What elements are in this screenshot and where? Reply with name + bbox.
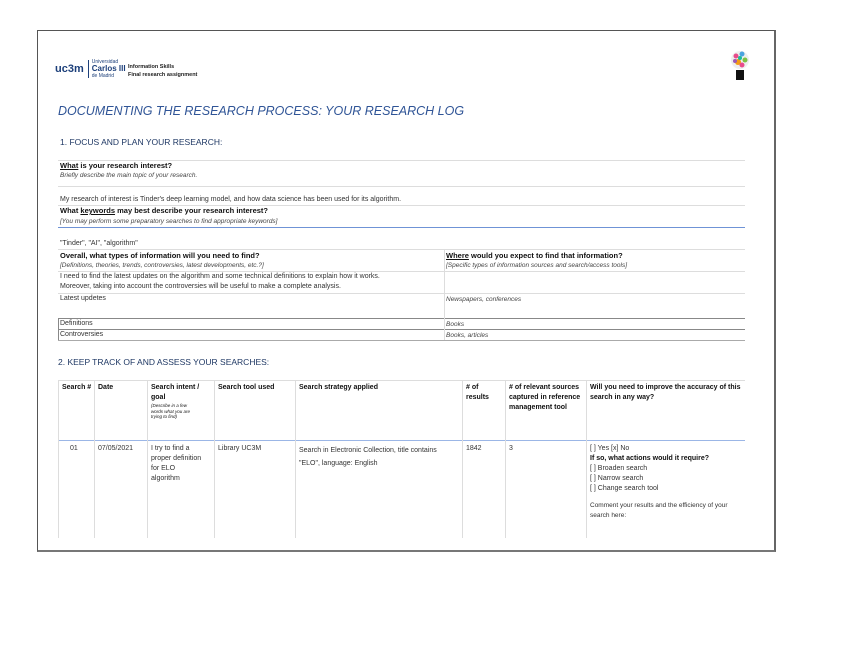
page-title: DOCUMENTING THE RESEARCH PROCESS: YOUR R… xyxy=(58,104,465,118)
search-strategy[interactable]: Search in Electronic Collection, title c… xyxy=(299,447,437,467)
section1-heading: 1. FOCUS AND PLAN YOUR RESEARCH: xyxy=(60,137,223,147)
search-results[interactable]: 1842 xyxy=(466,445,482,452)
q1-hint: Briefly describe the main topic of your … xyxy=(60,172,198,179)
lightbulb-icon xyxy=(730,47,750,92)
col-header-relevant: # of relevant sources captured in refere… xyxy=(509,384,581,411)
search-number[interactable]: 01 xyxy=(70,445,78,452)
q3-hint: [Definitions, theories, trends, controve… xyxy=(60,262,264,269)
col-header-intent: Search intent / goal (Describe in a few w… xyxy=(151,384,200,419)
q3-answer-line2[interactable]: Moreover, taking into account the contro… xyxy=(60,283,341,290)
search-date[interactable]: 07/05/2021 xyxy=(98,445,134,452)
col-header-improve: Will you need to improve the accuracy of… xyxy=(590,384,741,401)
col-header-results: # of results xyxy=(466,384,489,401)
broaden-checkbox[interactable]: [ ] Broaden search xyxy=(590,465,648,472)
q1-question: What is your research interest? xyxy=(60,161,173,170)
yes-no-checkbox[interactable]: [ ] Yes [x] No xyxy=(590,445,630,452)
q4-question: Where would you expect to find that info… xyxy=(446,251,623,260)
q4-hint: [Specific types of information sources a… xyxy=(446,262,628,269)
info-row-what[interactable]: Definitions xyxy=(60,320,93,327)
uc3m-logo: uc3m Universidad Carlos III de Madrid xyxy=(55,59,126,79)
col-header-tool: Search tool used xyxy=(218,384,275,391)
info-row-where[interactable]: Newspapers, conferences xyxy=(446,296,522,303)
document-page xyxy=(37,30,776,552)
search-improve[interactable]: [ ] Yes [x] No If so, what actions would… xyxy=(590,444,745,521)
q2-hint: [You may perform some preparatory search… xyxy=(60,218,278,225)
course-name: Information Skills xyxy=(128,64,175,70)
comment-prompt: Comment your results and the efficiency … xyxy=(590,502,728,519)
col-header-search-number: Search # xyxy=(62,384,92,391)
col-header-date: Date xyxy=(98,384,114,391)
change-tool-checkbox[interactable]: [ ] Change search tool xyxy=(590,485,659,492)
section2-heading: 2. KEEP TRACK OF AND ASSESS YOUR SEARCHE… xyxy=(58,357,270,367)
info-row-what[interactable]: Controversies xyxy=(60,331,104,338)
info-row-what[interactable]: Latest updetes xyxy=(60,295,106,302)
search-relevant[interactable]: 3 xyxy=(509,445,513,452)
search-tool[interactable]: Library UC3M xyxy=(218,445,262,452)
col-header-strategy: Search strategy applied xyxy=(299,384,378,391)
info-row-where[interactable]: Books, articles xyxy=(446,332,489,339)
assignment-name: Final research assignment xyxy=(128,72,198,78)
q2-answer[interactable]: "Tinder", "AI", "algorithm" xyxy=(60,240,138,247)
narrow-checkbox[interactable]: [ ] Narrow search xyxy=(590,475,644,482)
q2-question: What keywords may best describe your res… xyxy=(60,206,269,215)
q1-answer[interactable]: My research of interest is Tinder's deep… xyxy=(60,196,402,203)
info-row-where[interactable]: Books xyxy=(446,321,465,328)
q3-question: Overall, what types of information will … xyxy=(60,251,260,260)
q3-answer-line1[interactable]: I need to find the latest updates on the… xyxy=(60,273,380,280)
search-intent[interactable]: I try to find a proper definition for EL… xyxy=(151,445,202,482)
